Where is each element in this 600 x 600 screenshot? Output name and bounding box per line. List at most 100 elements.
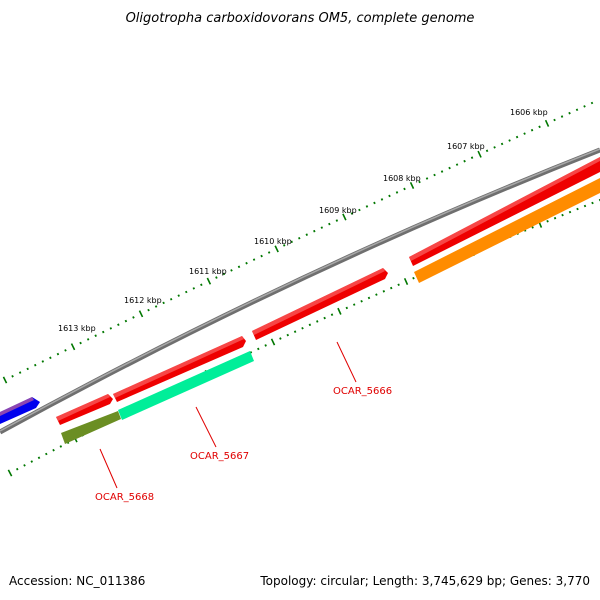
minor-tick <box>448 166 451 170</box>
minor-tick <box>230 269 233 272</box>
kbp-label: 1608 kbp <box>383 174 421 183</box>
minor-tick <box>560 115 564 118</box>
minor-tick <box>508 139 511 142</box>
minor-tick <box>200 283 203 287</box>
minor-tick <box>320 226 324 229</box>
outer-tick-ring <box>2 101 594 384</box>
minor-tick <box>79 341 82 345</box>
gene-ocar-5668 <box>61 411 121 444</box>
inner-tick-ring <box>7 198 600 477</box>
minor-tick <box>298 236 301 240</box>
minor-tick <box>367 296 371 300</box>
minor-tick <box>576 207 579 211</box>
genome-backbone-highlight <box>0 148 600 432</box>
major-tick <box>270 338 276 346</box>
kbp-label: 1613 kbp <box>58 324 96 333</box>
minor-tick <box>117 323 120 327</box>
minor-tick <box>380 198 384 201</box>
minor-tick <box>18 371 22 374</box>
minor-tick <box>389 286 393 290</box>
minor-tick <box>41 360 45 363</box>
gene-features <box>0 157 600 444</box>
gene-highlight <box>252 268 385 335</box>
minor-tick <box>360 299 363 303</box>
major-tick <box>206 277 212 285</box>
minor-tick <box>59 445 63 448</box>
page-title: Oligotropha carboxidovorans OM5, complet… <box>126 11 475 26</box>
minor-tick <box>591 201 594 205</box>
minor-tick <box>102 330 105 334</box>
minor-tick <box>23 464 26 467</box>
minor-tick <box>64 349 67 352</box>
minor-tick <box>373 201 376 205</box>
minor-tick <box>45 452 48 456</box>
major-tick <box>138 310 144 318</box>
genome-backbone <box>0 147 600 435</box>
minor-tick <box>397 283 400 287</box>
minor-tick <box>282 244 286 247</box>
minor-tick <box>245 261 248 265</box>
kbp-label: 1609 kbp <box>319 206 357 215</box>
minor-tick <box>177 294 180 297</box>
callout-line <box>336 341 357 383</box>
minor-tick <box>395 191 399 194</box>
minor-tick <box>305 233 309 236</box>
minor-tick <box>162 301 165 305</box>
gene-ocar-5667 <box>118 351 254 420</box>
minor-tick <box>403 187 406 191</box>
callout-line <box>195 406 217 448</box>
major-tick <box>7 469 13 477</box>
minor-tick <box>313 229 316 233</box>
accession-text: Accession: NC_011386 <box>9 574 146 588</box>
gene-highlight <box>0 397 34 416</box>
minor-tick <box>568 210 572 214</box>
minor-tick <box>553 118 556 122</box>
minor-tick <box>553 216 557 220</box>
minor-tick <box>382 290 386 293</box>
minor-tick <box>590 101 594 105</box>
minor-tick <box>515 135 519 139</box>
minor-tick <box>433 173 436 177</box>
major-tick <box>2 376 8 384</box>
minor-tick <box>147 308 150 312</box>
minor-tick <box>290 240 293 244</box>
kbp-label: 1611 kbp <box>189 267 227 276</box>
major-tick <box>70 343 76 351</box>
minor-tick <box>316 320 319 323</box>
genome-summary: Topology: circular; Length: 3,745,629 bp… <box>260 574 590 588</box>
minor-tick <box>249 351 253 354</box>
minor-tick <box>330 313 334 316</box>
minor-tick <box>124 319 128 323</box>
minor-tick <box>538 125 541 129</box>
minor-tick <box>15 467 19 471</box>
minor-tick <box>301 326 304 330</box>
minor-tick <box>375 293 378 296</box>
gene-highlight <box>409 157 600 261</box>
minor-tick <box>34 363 37 367</box>
minor-tick <box>493 146 496 149</box>
gene-orange <box>414 178 600 283</box>
minor-tick <box>583 105 586 108</box>
major-tick <box>477 150 482 158</box>
minor-tick <box>308 323 312 327</box>
minor-tick <box>463 159 466 163</box>
minor-tick <box>132 316 135 319</box>
minor-tick <box>154 305 158 308</box>
minor-tick <box>546 219 549 223</box>
minor-tick <box>185 290 188 294</box>
minor-tick <box>352 303 356 306</box>
major-tick <box>544 119 550 127</box>
minor-tick <box>485 149 489 153</box>
minor-tick <box>264 344 267 347</box>
minor-tick <box>350 212 354 215</box>
minor-tick <box>11 374 14 378</box>
minor-tick <box>470 156 474 159</box>
minor-tick <box>286 333 289 337</box>
minor-tick <box>257 347 260 351</box>
minor-tick <box>412 276 415 280</box>
minor-tick <box>388 194 391 198</box>
minor-tick <box>328 222 331 226</box>
gene-label-ocar-5666: OCAR_5666 <box>333 386 392 397</box>
minor-tick <box>335 219 339 222</box>
